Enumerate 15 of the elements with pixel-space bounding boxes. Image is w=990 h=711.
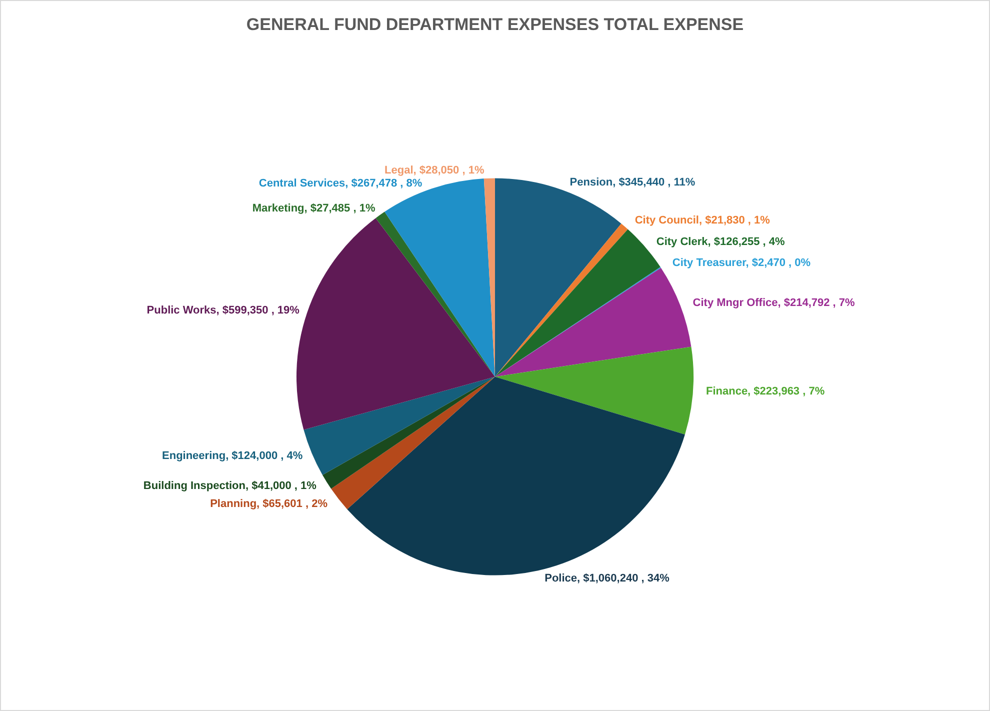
chart-title: GENERAL FUND DEPARTMENT EXPENSES TOTAL EXPENSE: [246, 15, 744, 34]
slice-label: Building Inspection, $41,000 , 1%: [143, 480, 317, 492]
slice-label: City Mngr Office, $214,792 , 7%: [692, 296, 856, 309]
slice-label: Police, $1,060,240 , 34%: [544, 572, 670, 584]
slice-label: Marketing, $27,485 , 1%: [252, 202, 376, 214]
slice-label: Legal, $28,050 , 1%: [384, 164, 484, 176]
slice-label: Engineering, $124,000 , 4%: [162, 450, 303, 462]
slice-label: City Clerk, $126,255 , 4%: [656, 236, 786, 248]
slice-label: Planning, $65,601 , 2%: [210, 498, 328, 510]
slice-label: Pension, $345,440 , 11%: [570, 176, 696, 188]
slice-label: Central Services, $267,478 , 8%: [258, 177, 422, 190]
slice-label: Public Works, $599,350 , 19%: [146, 304, 300, 316]
slice-label: City Council, $21,830 , 1%: [634, 214, 770, 226]
slice-label: City Treasurer, $2,470 , 0%: [672, 257, 811, 270]
slice-label: Finance, $223,963 , 7%: [706, 386, 825, 398]
